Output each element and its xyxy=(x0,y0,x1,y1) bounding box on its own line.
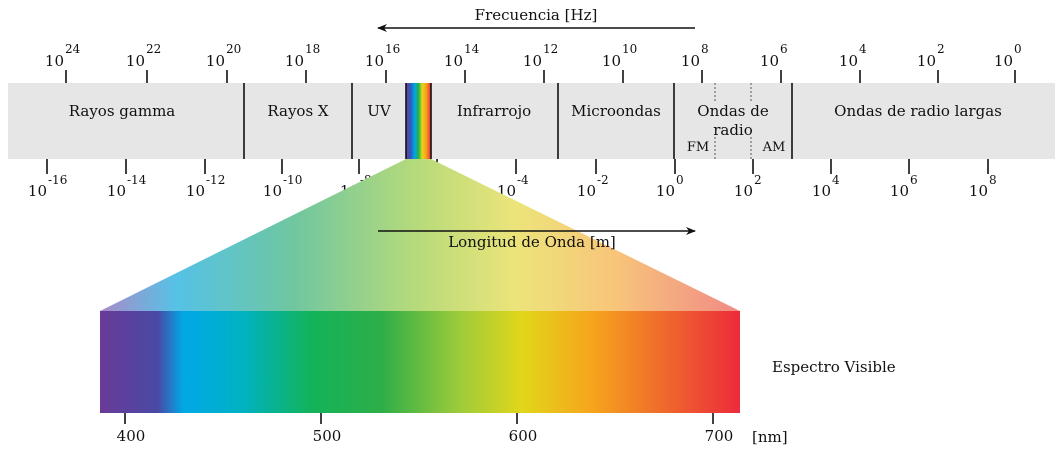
frequency-tick-label: 10 xyxy=(365,52,384,70)
frequency-tick-label: 10 xyxy=(994,52,1013,70)
band-background xyxy=(8,83,1055,159)
frequency-tick-label: 10 xyxy=(45,52,64,70)
frequency-tick-exponent: 18 xyxy=(305,42,320,56)
band-microwave-label: Microondas xyxy=(571,102,661,120)
wavelength-tick-label: 10 xyxy=(263,182,282,200)
frequency-tick-label: 10 xyxy=(917,52,936,70)
band-gamma-label: Rayos gamma xyxy=(69,102,176,120)
visible-spectrum-label: Espectro Visible xyxy=(772,358,896,376)
wavelength-tick-exponent: 4 xyxy=(832,173,840,187)
wavelength-tick-exponent: 6 xyxy=(910,173,918,187)
frequency-tick-exponent: 14 xyxy=(464,42,480,56)
wavelength-tick-label: 10 xyxy=(186,182,205,200)
visible-tick-label: 600 xyxy=(509,427,538,445)
frequency-tick-exponent: 0 xyxy=(1014,42,1022,56)
band-radio-label-line2: radio xyxy=(713,121,753,139)
frequency-tick-label: 10 xyxy=(206,52,225,70)
frequency-ticks: 1024102210201018101610141012101010810610… xyxy=(45,42,1022,83)
visible-ticks: 400 500 600 700 xyxy=(117,413,734,445)
frequency-tick-exponent: 16 xyxy=(385,42,400,56)
band-uv-label: UV xyxy=(367,102,392,120)
band-dividers xyxy=(243,83,793,159)
wavelength-tick-exponent: -16 xyxy=(48,173,67,187)
wavelength-tick-exponent: -14 xyxy=(127,173,147,187)
frequency-tick-exponent: 12 xyxy=(543,42,558,56)
frequency-tick-exponent: 6 xyxy=(780,42,788,56)
frequency-tick-exponent: 24 xyxy=(65,42,81,56)
visible-strip xyxy=(406,83,431,159)
wavelength-tick-label: 10 xyxy=(28,182,47,200)
frequency-tick-label: 10 xyxy=(444,52,463,70)
wavelength-tick-label: 10 xyxy=(577,182,596,200)
wavelength-tick-exponent: -4 xyxy=(517,173,529,187)
band-infrared-label: Infrarrojo xyxy=(457,102,531,120)
frequency-tick-exponent: 8 xyxy=(701,42,709,56)
wavelength-label: Longitud de Onda [m] xyxy=(448,233,616,251)
wavelength-tick-exponent: 2 xyxy=(754,173,762,187)
frequency-tick-label: 10 xyxy=(839,52,858,70)
wavelength-tick-exponent: -12 xyxy=(206,173,225,187)
frequency-tick-label: 10 xyxy=(681,52,700,70)
wavelength-tick-label: 10 xyxy=(812,182,831,200)
wavelength-tick-exponent: -2 xyxy=(597,173,609,187)
band-long-radio-label: Ondas de radio largas xyxy=(834,102,1002,120)
wavelength-tick-exponent: 8 xyxy=(989,173,997,187)
visible-tick-label: 400 xyxy=(117,427,146,445)
frequency-tick-label: 10 xyxy=(126,52,145,70)
band-am-label: AM xyxy=(762,140,786,155)
frequency-tick-exponent: 10 xyxy=(622,42,637,56)
wavelength-tick-label: 10 xyxy=(890,182,909,200)
frequency-tick-label: 10 xyxy=(523,52,542,70)
wavelength-tick-label: 10 xyxy=(734,182,753,200)
visible-spectrum-bar xyxy=(100,311,740,413)
frequency-label: Frecuencia [Hz] xyxy=(475,6,598,24)
wavelength-tick-exponent: -10 xyxy=(283,173,302,187)
frequency-tick-exponent: 20 xyxy=(226,42,241,56)
visible-tick-label: 500 xyxy=(313,427,342,445)
band-xray-label: Rayos X xyxy=(267,102,329,120)
wavelength-tick-label: 10 xyxy=(656,182,675,200)
visible-unit: [nm] xyxy=(752,428,788,446)
wavelength-tick-exponent: 0 xyxy=(676,173,684,187)
radio-subdividers xyxy=(714,83,752,159)
band-fm-label: FM xyxy=(687,140,709,155)
frequency-tick-exponent: 22 xyxy=(146,42,161,56)
wavelength-ticks: 10-1610-1410-1210-1010-810-610-410-21001… xyxy=(28,159,997,200)
visible-expansion-fan xyxy=(100,159,740,311)
frequency-tick-label: 10 xyxy=(760,52,779,70)
wavelength-tick-label: 10 xyxy=(107,182,126,200)
visible-tick-label: 700 xyxy=(705,427,734,445)
frequency-tick-label: 10 xyxy=(602,52,621,70)
wavelength-tick-label: 10 xyxy=(969,182,988,200)
frequency-tick-exponent: 4 xyxy=(859,42,867,56)
frequency-tick-exponent: 2 xyxy=(937,42,945,56)
frequency-tick-label: 10 xyxy=(285,52,304,70)
band-radio-label-line1: Ondas de xyxy=(697,102,769,120)
